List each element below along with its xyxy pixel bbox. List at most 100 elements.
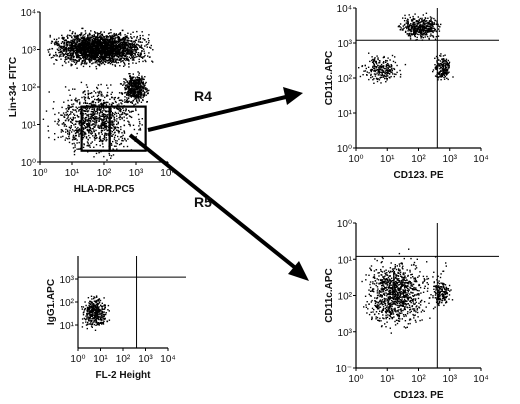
data-point	[81, 27, 83, 30]
data-point	[63, 123, 65, 125]
data-point	[74, 123, 77, 125]
data-point	[90, 48, 92, 50]
data-point	[439, 60, 442, 62]
data-point	[111, 61, 113, 64]
data-point	[375, 66, 378, 68]
data-point	[422, 29, 424, 31]
data-point	[105, 61, 107, 63]
data-point	[107, 42, 110, 44]
data-point	[57, 121, 59, 123]
data-point	[377, 58, 379, 61]
data-point	[94, 44, 96, 46]
data-point	[81, 49, 83, 51]
data-point	[67, 53, 70, 55]
data-point	[95, 42, 97, 45]
data-point	[70, 111, 72, 113]
data-point	[100, 93, 102, 95]
data-point	[93, 38, 96, 40]
data-point	[55, 59, 57, 61]
data-point	[106, 129, 109, 131]
data-point	[127, 120, 129, 122]
data-point	[431, 27, 433, 30]
data-point	[136, 78, 139, 81]
data-point	[98, 113, 101, 115]
data-point	[134, 80, 136, 82]
data-point	[66, 58, 68, 60]
data-point	[88, 131, 90, 133]
data-point	[99, 56, 101, 58]
data-point	[128, 62, 130, 65]
data-point	[139, 55, 142, 57]
data-point	[106, 53, 108, 55]
data-point	[143, 87, 145, 89]
data-point	[377, 70, 379, 72]
data-point	[103, 51, 105, 53]
data-point	[128, 56, 130, 58]
data-point	[102, 124, 105, 126]
data-point	[438, 72, 440, 74]
data-point	[61, 64, 64, 67]
data-point	[383, 61, 385, 63]
data-point	[403, 27, 405, 29]
data-point	[67, 130, 69, 133]
data-point	[84, 56, 86, 58]
data-point	[150, 47, 152, 49]
data-point	[127, 90, 129, 93]
data-point	[124, 82, 126, 84]
data-point	[398, 25, 400, 27]
data-point	[72, 42, 74, 44]
data-point	[373, 82, 375, 84]
data-point	[65, 125, 68, 127]
data-point	[437, 59, 440, 61]
data-point	[124, 36, 127, 38]
data-point	[444, 68, 446, 71]
data-point	[411, 33, 414, 35]
data-point	[79, 122, 81, 124]
data-point	[68, 34, 71, 37]
data-point	[103, 118, 105, 120]
data-point	[386, 67, 388, 69]
data-point	[447, 72, 449, 74]
data-point	[435, 67, 438, 69]
data-point	[114, 60, 117, 63]
data-point	[446, 71, 448, 73]
data-point	[118, 39, 121, 41]
data-point	[88, 97, 90, 100]
data-point	[128, 83, 131, 86]
data-point	[74, 138, 76, 140]
data-point	[92, 43, 95, 45]
data-point	[104, 47, 106, 50]
data-point	[108, 61, 111, 64]
data-point	[73, 61, 76, 63]
data-point	[123, 130, 125, 132]
data-point	[99, 112, 101, 114]
data-point	[85, 118, 87, 121]
data-point	[125, 93, 128, 95]
data-point	[67, 104, 69, 107]
data-point	[129, 115, 132, 118]
data-point	[117, 122, 119, 125]
data-point	[428, 22, 430, 24]
data-point	[115, 41, 117, 43]
data-point	[435, 23, 438, 26]
data-point	[71, 47, 73, 49]
data-point	[390, 65, 393, 68]
data-point	[413, 33, 415, 35]
data-point	[126, 101, 128, 104]
data-point	[404, 31, 407, 33]
data-point	[60, 53, 62, 55]
data-point	[434, 38, 437, 40]
data-point	[113, 145, 116, 147]
data-point	[67, 133, 69, 135]
data-point	[385, 59, 387, 62]
data-point	[116, 118, 118, 120]
data-point	[75, 121, 78, 123]
data-point	[382, 56, 385, 59]
data-point	[443, 58, 445, 60]
data-point	[117, 49, 119, 51]
data-point	[363, 70, 365, 72]
data-point	[72, 40, 75, 43]
data-point	[47, 130, 50, 132]
data-point	[107, 57, 109, 59]
data-point	[72, 134, 75, 137]
